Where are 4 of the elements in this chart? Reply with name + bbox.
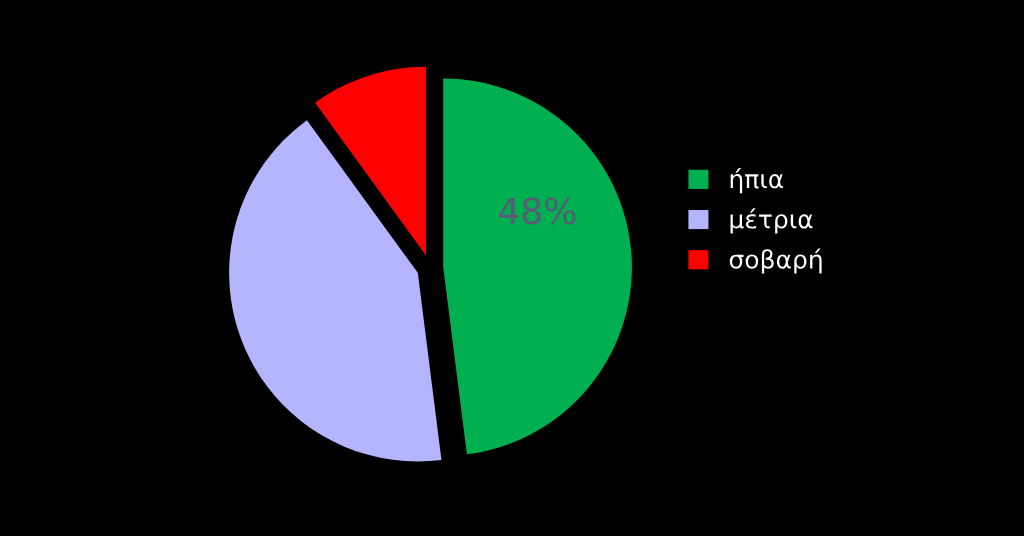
legend-label: σοβαρή xyxy=(729,248,822,274)
data-label: 48% xyxy=(499,197,576,225)
legend-label: ήπια xyxy=(730,168,784,194)
legend-label: μέτρια xyxy=(730,208,813,234)
